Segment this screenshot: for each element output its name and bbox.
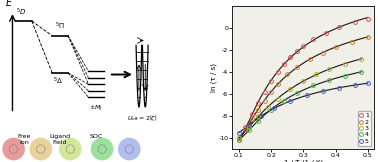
Line: 4: 4 [237, 70, 363, 142]
3 [314, 74, 319, 75]
1 [288, 56, 293, 58]
5 [246, 124, 251, 126]
Legend: 1, 2, 3, 4, 5: 1, 2, 3, 4, 5 [358, 111, 371, 146]
4 [269, 109, 273, 110]
Ellipse shape [59, 138, 82, 160]
1 [249, 113, 254, 115]
Text: $^5\Pi$: $^5\Pi$ [55, 21, 65, 32]
4 [311, 84, 315, 86]
5 [272, 108, 277, 110]
2 [275, 83, 280, 85]
5 [288, 100, 293, 102]
4 [359, 71, 364, 73]
1 [269, 80, 273, 82]
4 [246, 129, 251, 131]
3 [288, 88, 293, 90]
5 [237, 132, 241, 133]
Ellipse shape [118, 138, 141, 160]
1 [237, 139, 241, 141]
Line: 2: 2 [237, 35, 370, 140]
1 [282, 63, 286, 64]
2 [333, 46, 338, 48]
1 [336, 26, 341, 28]
3 [327, 68, 332, 70]
Text: $^5\Delta$: $^5\Delta$ [53, 76, 64, 87]
2 [256, 109, 260, 110]
Text: Ligand
Field: Ligand Field [50, 134, 71, 145]
2 [243, 128, 248, 130]
Y-axis label: ln (τ / s): ln (τ / s) [211, 63, 217, 92]
1 [301, 45, 305, 47]
2 [349, 41, 354, 43]
Ellipse shape [91, 138, 113, 160]
Text: $E$: $E$ [5, 0, 13, 8]
Text: $\pm M_J$: $\pm M_J$ [90, 104, 103, 114]
1 [324, 32, 328, 34]
1 [262, 91, 267, 93]
Text: $^5D$: $^5D$ [16, 6, 26, 18]
1 [275, 71, 280, 73]
2 [269, 91, 273, 93]
1 [366, 17, 370, 19]
Ellipse shape [2, 138, 25, 160]
5 [366, 82, 370, 84]
X-axis label: 1 / T (1 / K): 1 / T (1 / K) [284, 160, 323, 162]
4 [327, 79, 332, 81]
3 [301, 80, 305, 82]
Ellipse shape [29, 138, 52, 160]
1 [353, 21, 357, 23]
2 [294, 66, 299, 68]
4 [237, 139, 241, 141]
Line: 3: 3 [237, 57, 363, 140]
Text: SOC: SOC [90, 134, 103, 139]
Text: Free
Ion: Free Ion [17, 134, 31, 145]
Line: 5: 5 [237, 81, 370, 134]
3 [275, 98, 280, 100]
5 [336, 87, 341, 89]
2 [366, 36, 370, 38]
5 [353, 84, 357, 86]
2 [237, 137, 241, 139]
Text: $U_\mathrm{eff}=2\left|\zeta\right|$: $U_\mathrm{eff}=2\left|\zeta\right|$ [127, 113, 157, 123]
2 [249, 118, 254, 120]
4 [282, 100, 286, 102]
1 [294, 51, 299, 52]
3 [237, 137, 241, 139]
1 [311, 38, 315, 40]
4 [294, 92, 299, 94]
1 [243, 126, 248, 128]
3 [246, 126, 251, 128]
2 [285, 74, 290, 75]
2 [262, 100, 267, 102]
1 [256, 102, 260, 104]
3 [256, 115, 260, 117]
3 [359, 58, 364, 60]
5 [321, 90, 325, 92]
4 [343, 75, 347, 76]
3 [343, 63, 347, 64]
3 [266, 106, 270, 108]
Line: 1: 1 [237, 17, 370, 142]
2 [321, 52, 325, 53]
4 [256, 120, 260, 122]
5 [259, 115, 264, 117]
5 [304, 94, 309, 96]
2 [308, 58, 312, 60]
